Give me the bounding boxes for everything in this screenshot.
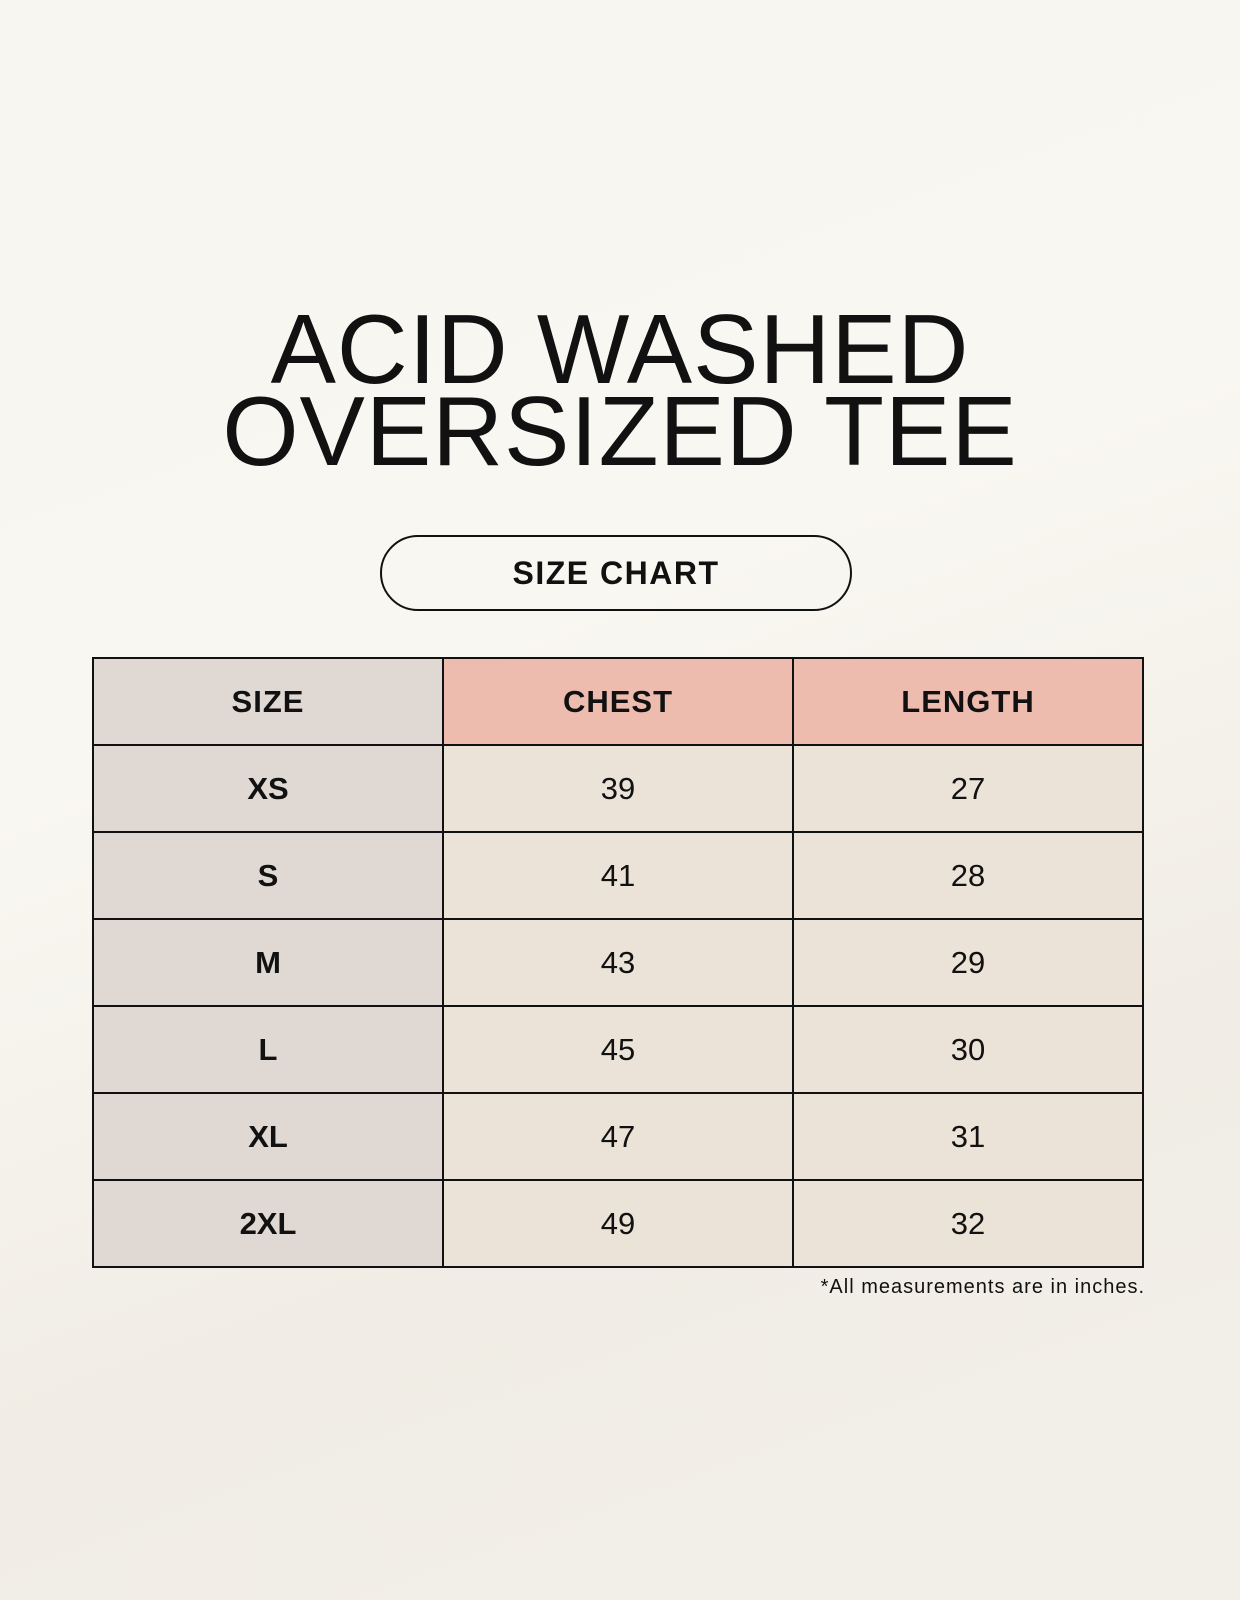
table-row: 2XL 49 32 <box>92 1179 1144 1268</box>
cell-chest: 49 <box>442 1179 794 1268</box>
table-row: XS 39 27 <box>92 744 1144 833</box>
cell-size: 2XL <box>92 1179 444 1268</box>
size-chart-badge: SIZE CHART <box>380 535 852 611</box>
footnote: *All measurements are in inches. <box>820 1276 1145 1298</box>
table-row: S 41 28 <box>92 831 1144 920</box>
title-line-2: OVERSIZED TEE <box>222 376 1018 486</box>
cell-length: 31 <box>792 1092 1144 1181</box>
page-title: ACID WASHED OVERSIZED TEE <box>0 294 1240 486</box>
cell-length: 27 <box>792 744 1144 833</box>
table-row: L 45 30 <box>92 1005 1144 1094</box>
cell-chest: 43 <box>442 918 794 1007</box>
cell-size: XL <box>92 1092 444 1181</box>
cell-size: M <box>92 918 444 1007</box>
header-chest: CHEST <box>442 657 794 746</box>
cell-size: S <box>92 831 444 920</box>
header-size: SIZE <box>92 657 444 746</box>
cell-length: 32 <box>792 1179 1144 1268</box>
cell-chest: 45 <box>442 1005 794 1094</box>
size-table: SIZE CHEST LENGTH XS 39 27 S 41 28 M 43 29 L 45 30 X… <box>92 657 1144 1268</box>
cell-length: 30 <box>792 1005 1144 1094</box>
cell-size: L <box>92 1005 444 1094</box>
cell-length: 28 <box>792 831 1144 920</box>
header-length: LENGTH <box>792 657 1144 746</box>
cell-chest: 41 <box>442 831 794 920</box>
table-row: M 43 29 <box>92 918 1144 1007</box>
table-row: XL 47 31 <box>92 1092 1144 1181</box>
cell-chest: 47 <box>442 1092 794 1181</box>
cell-size: XS <box>92 744 444 833</box>
cell-chest: 39 <box>442 744 794 833</box>
title-line-1: ACID WASHED <box>270 294 970 404</box>
table-header-row: SIZE CHEST LENGTH <box>92 657 1144 746</box>
cell-length: 29 <box>792 918 1144 1007</box>
